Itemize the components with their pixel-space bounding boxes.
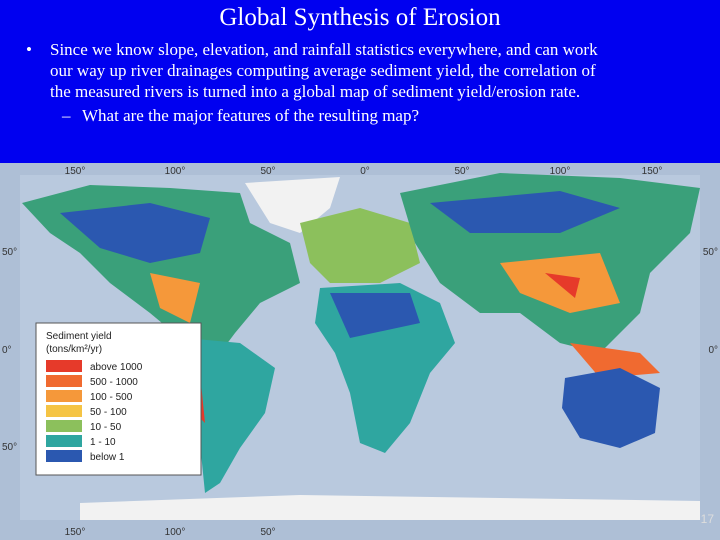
legend-label: 10 - 50 <box>90 422 122 433</box>
map-label: 150° <box>65 527 86 538</box>
slide-title: Global Synthesis of Erosion <box>219 4 501 31</box>
bullet-line: Since we know slope, elevation, and rain… <box>50 40 598 59</box>
bullet-line: our way up river drainages computing ave… <box>50 61 596 80</box>
map-label: 0° <box>360 166 370 177</box>
legend-label: 50 - 100 <box>90 407 127 418</box>
region <box>430 191 620 233</box>
legend-swatch <box>46 435 82 447</box>
map: 150° 100° 50° 0° 50° 100° 150° 50° 0° 50° 50° 0° 150… <box>0 163 720 540</box>
legend-label: above 1000 <box>90 362 143 373</box>
legend-label: 1 - 10 <box>90 437 116 448</box>
ice <box>80 495 700 520</box>
region <box>330 293 420 338</box>
map-label: 50° <box>2 442 17 453</box>
map-label: 50° <box>703 247 718 258</box>
continent <box>300 208 420 283</box>
legend-label: below 1 <box>90 452 125 463</box>
legend-swatch <box>46 450 82 462</box>
legend-swatch <box>46 375 82 387</box>
bullet-line: the measured rivers is turned into a glo… <box>50 82 581 101</box>
map-label: 0° <box>708 345 718 356</box>
page-number: 17 <box>700 512 714 526</box>
legend-swatch <box>46 405 82 417</box>
region <box>545 273 580 298</box>
legend-title: Sediment yield <box>46 331 112 342</box>
legend-swatch <box>46 420 82 432</box>
map-label: 50° <box>260 166 275 177</box>
region <box>60 203 210 263</box>
map-label: 50° <box>454 166 469 177</box>
legend-swatch <box>46 360 82 372</box>
legend-unit: (tons/km²/yr) <box>46 344 102 355</box>
map-label: 150° <box>642 166 663 177</box>
region <box>150 273 200 323</box>
legend-label: 500 - 1000 <box>90 377 138 388</box>
map-label: 100° <box>165 166 186 177</box>
legend-swatch <box>46 390 82 402</box>
bullet-marker: • <box>26 40 32 59</box>
map-label: 150° <box>65 166 86 177</box>
map-label: 100° <box>165 527 186 538</box>
map-label: 50° <box>2 247 17 258</box>
legend: Sediment yield (tons/km²/yr) above 1000 5… <box>35 322 202 476</box>
legend-label: 100 - 500 <box>90 392 133 403</box>
sub-bullet: What are the major features of the resul… <box>82 106 420 125</box>
map-label: 0° <box>2 345 12 356</box>
sub-bullet-marker: – <box>62 106 71 125</box>
islands <box>570 343 660 378</box>
map-label: 50° <box>260 527 275 538</box>
continent <box>562 368 660 448</box>
map-label: 100° <box>550 166 571 177</box>
